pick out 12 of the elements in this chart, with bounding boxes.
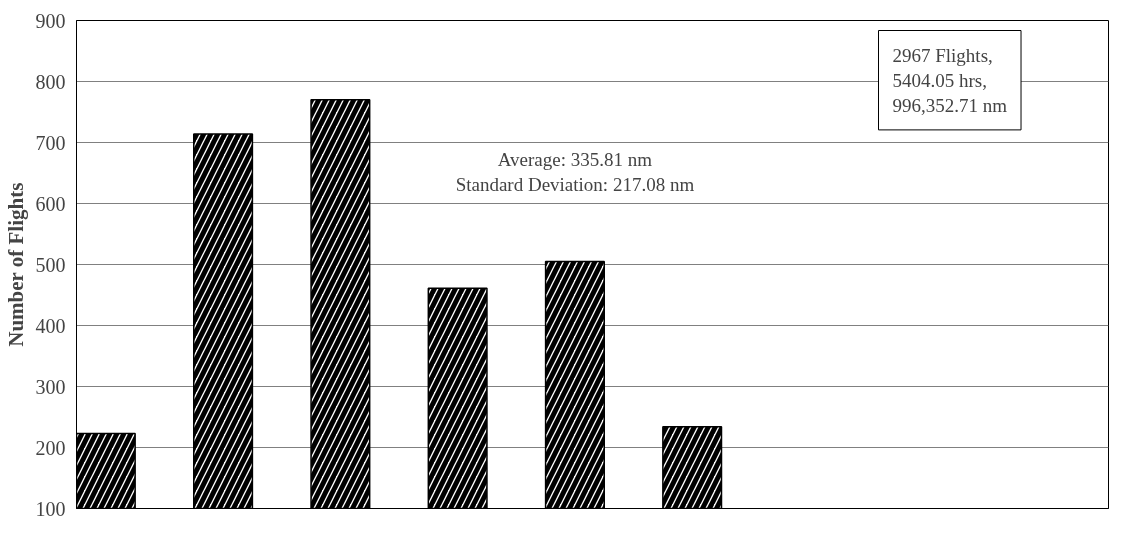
y-tick-label: 600 bbox=[35, 192, 66, 215]
y-tick-label: 800 bbox=[35, 70, 66, 93]
y-tick-label: 300 bbox=[35, 375, 66, 398]
y-tick-label: 700 bbox=[35, 131, 66, 154]
y-tick-label: 500 bbox=[35, 253, 66, 276]
y-axis-title: Number of Flights bbox=[3, 182, 28, 347]
annotation: 2967 Flights, 5404.05 hrs, 996,352.71 nm bbox=[892, 44, 1008, 116]
y-tick-label: 400 bbox=[35, 314, 66, 337]
annotation: Average: 335.81 nm Standard Deviation: 217.08 nm bbox=[455, 148, 695, 195]
y-tick-label: 200 bbox=[35, 436, 66, 459]
y-tick-label: 100 bbox=[35, 497, 66, 520]
y-tick-label: 900 bbox=[35, 9, 66, 32]
